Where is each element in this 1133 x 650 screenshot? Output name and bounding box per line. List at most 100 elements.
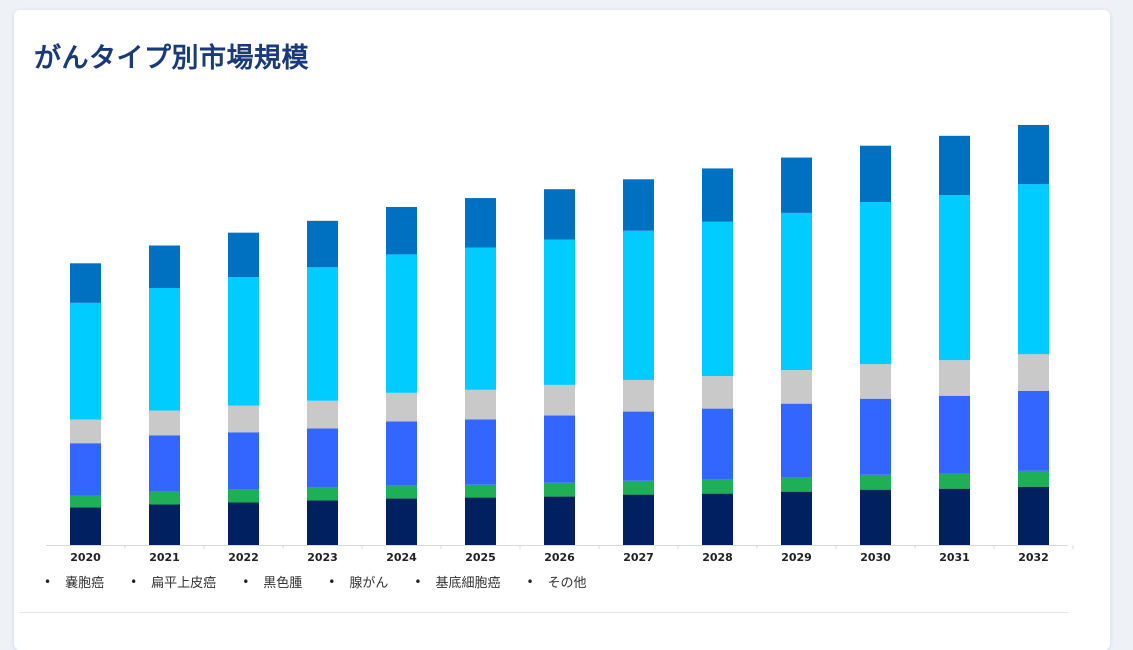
bar-segment-2025-3: [465, 419, 496, 485]
bar-segment-2027-5: [623, 230, 654, 380]
bar-segment-2026-3: [544, 415, 575, 483]
bar-segment-2029-3: [781, 403, 812, 478]
bar-segment-2025-2: [465, 484, 496, 498]
bar-segment-2032-3: [1018, 390, 1049, 471]
bar-segment-2032-4: [1018, 354, 1049, 391]
bar-segment-2030-4: [860, 364, 891, 399]
legend-bullet-icon: •: [44, 574, 52, 589]
bar-segment-2020-6: [70, 263, 101, 303]
bar-segment-2022-2: [228, 489, 259, 503]
bar-segment-2032-2: [1018, 470, 1049, 487]
bar-segment-2021-6: [149, 245, 180, 289]
bar-segment-2032-6: [1018, 124, 1049, 185]
stacked-bar-chart: 2020 2021 2022 2023 2024 2025 2026 2027 2028 2029…: [46, 124, 1074, 564]
x-tick-label: 2024: [386, 551, 417, 564]
bar-segment-2027-6: [623, 179, 654, 231]
bar-segment-2031-1: [939, 488, 970, 545]
legend-bullet-icon: •: [526, 574, 534, 589]
bar-segment-2029-6: [781, 157, 812, 213]
bar-segment-2020-4: [70, 419, 101, 444]
bar-segment-2026-5: [544, 239, 575, 385]
bar-segment-2029-4: [781, 370, 812, 404]
bar-segment-2026-6: [544, 189, 575, 240]
bar-segment-2025-6: [465, 198, 496, 248]
footer-divider: [20, 612, 1068, 613]
bar-segment-2021-4: [149, 410, 180, 436]
bar-segment-2021-1: [149, 504, 180, 545]
bar-segment-2025-1: [465, 497, 496, 545]
legend-label: 腺がん: [349, 576, 389, 591]
bar-segment-2024-4: [386, 392, 417, 422]
bar-segment-2028-2: [702, 479, 733, 494]
x-tick-label: 2020: [70, 551, 101, 564]
bar-segment-2023-2: [307, 487, 338, 501]
bar-segment-2021-3: [149, 435, 180, 492]
bar-segment-2023-3: [307, 428, 338, 488]
bar-segment-2022-4: [228, 405, 259, 433]
legend-item-1: • 嚢胞癌: [44, 572, 104, 592]
bar-segment-2022-6: [228, 232, 259, 278]
bar-segment-2022-3: [228, 432, 259, 490]
x-tick-label: 2032: [1018, 551, 1049, 564]
bar-segment-2030-2: [860, 474, 891, 490]
bar-segment-2020-5: [70, 302, 101, 420]
chart-title: がんタイプ別市場規模: [34, 43, 309, 74]
bar-segment-2029-2: [781, 477, 812, 492]
legend-item-4: • 腺がん: [328, 572, 389, 592]
bar-segment-2029-5: [781, 212, 812, 371]
x-tick-label: 2023: [307, 551, 338, 564]
x-tick-label: 2022: [228, 551, 259, 564]
legend-item-6: • その他: [526, 572, 587, 592]
bar-segment-2022-5: [228, 277, 259, 406]
legend-label: 基底細胞癌: [435, 576, 501, 591]
bar-segment-2031-5: [939, 195, 970, 361]
bar-segment-2024-3: [386, 421, 417, 486]
bar-segment-2029-1: [781, 491, 812, 545]
bar-segment-2020-3: [70, 443, 101, 496]
bar-segment-2032-1: [1018, 486, 1049, 545]
x-tick-label: 2029: [781, 551, 812, 564]
bar-segment-2031-4: [939, 360, 970, 396]
bar-segment-2024-6: [386, 206, 417, 255]
x-tick-label: 2031: [939, 551, 970, 564]
bar-segment-2020-1: [70, 507, 101, 545]
bar-segment-2030-3: [860, 398, 891, 475]
bar-segment-2026-2: [544, 482, 575, 497]
bar-segment-2030-6: [860, 145, 891, 203]
bar-segment-2027-4: [623, 379, 654, 412]
legend-label: 黒色腫: [263, 576, 303, 591]
legend-bullet-icon: •: [414, 574, 422, 589]
legend-item-2: • 扁平上皮癌: [130, 572, 217, 592]
bar-segment-2031-3: [939, 395, 970, 474]
bar-segment-2028-1: [702, 493, 733, 545]
bar-segment-2020-2: [70, 495, 101, 508]
x-tick-label: 2026: [544, 551, 575, 564]
legend-bullet-icon: •: [130, 574, 138, 589]
x-tick-label: 2021: [149, 551, 180, 564]
bar-segment-2030-5: [860, 202, 891, 365]
bar-segment-2031-2: [939, 473, 970, 489]
bar-segment-2025-5: [465, 247, 496, 390]
bar-segment-2028-6: [702, 168, 733, 222]
bar-segment-2023-1: [307, 500, 338, 545]
x-tick-label: 2030: [860, 551, 891, 564]
bar-segment-2026-1: [544, 496, 575, 545]
legend-bullet-icon: •: [328, 574, 336, 589]
x-tick-label: 2025: [465, 551, 496, 564]
x-tick-label: 2028: [702, 551, 733, 564]
x-tick-label: 2027: [623, 551, 654, 564]
bar-segment-2026-4: [544, 384, 575, 416]
legend-label: その他: [547, 576, 587, 591]
legend-item-3: • 黒色腫: [242, 572, 303, 592]
bar-segment-2028-3: [702, 408, 733, 480]
bar-segment-2023-5: [307, 267, 338, 401]
bar-segment-2027-1: [623, 494, 654, 545]
bar-segment-2032-5: [1018, 184, 1049, 355]
legend-label: 扁平上皮癌: [151, 576, 217, 591]
bar-segment-2027-3: [623, 411, 654, 481]
bar-segment-2030-1: [860, 489, 891, 545]
bar-segment-2024-2: [386, 485, 417, 499]
bar-segment-2021-2: [149, 491, 180, 505]
bar-segment-2023-6: [307, 220, 338, 268]
bar-segment-2027-2: [623, 480, 654, 495]
